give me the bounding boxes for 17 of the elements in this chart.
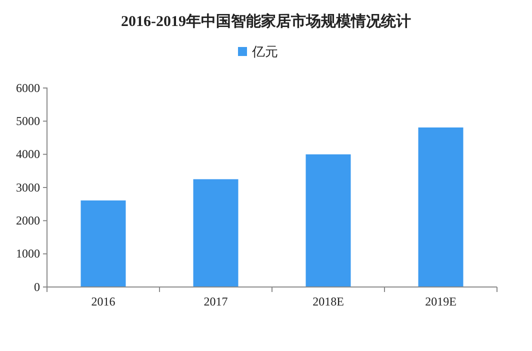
y-tick-label: 2000 — [16, 214, 40, 228]
y-tick-label: 4000 — [16, 147, 40, 162]
bar — [193, 179, 238, 287]
x-tick-label: 2018E — [312, 294, 344, 309]
bar — [306, 154, 351, 287]
x-tick-label: 2016 — [91, 294, 116, 309]
y-tick-label: 6000 — [16, 80, 40, 95]
y-tick-label: 3000 — [16, 180, 40, 194]
chart-title: 2016-2019年中国智能家居市场规模情况统计 — [121, 12, 411, 30]
bar — [418, 127, 464, 287]
x-tick-label: 2017 — [204, 294, 228, 309]
y-tick-label: 5000 — [16, 114, 40, 128]
y-tick-label: 0 — [34, 280, 40, 294]
bar — [80, 200, 126, 287]
x-tick-label: 2019E — [425, 294, 456, 309]
legend-label: 亿元 — [251, 44, 278, 59]
y-tick-label: 1000 — [16, 246, 40, 261]
